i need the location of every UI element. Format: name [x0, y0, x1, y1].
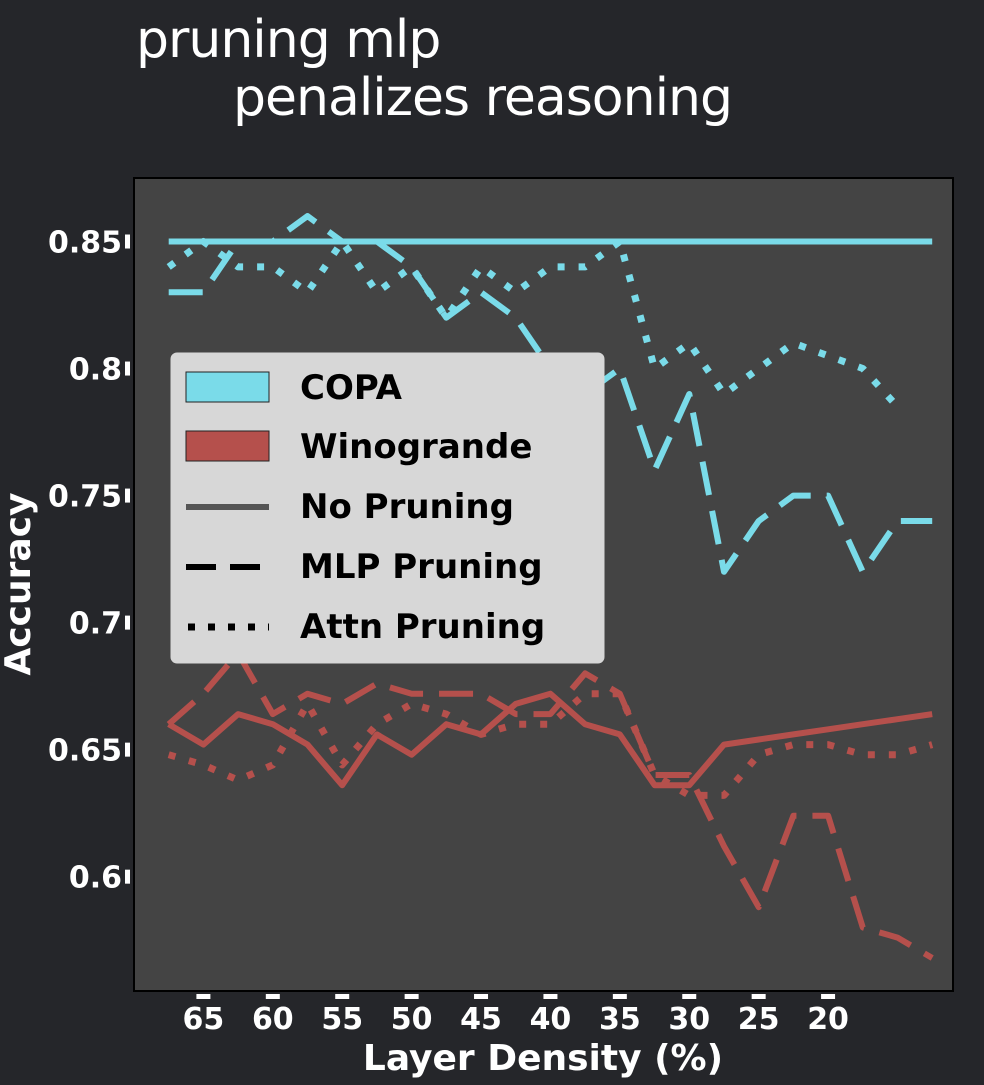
y-tick-mark	[125, 742, 130, 757]
chart-title-line-1: pruning mlp	[136, 10, 441, 70]
chart-title-line-2: penalizes reasoning	[233, 68, 733, 128]
y-tick-mark	[125, 361, 130, 376]
x-tick-label: 60	[252, 1002, 294, 1037]
y-tick-label: 0.7	[69, 607, 122, 642]
x-tick-mark	[543, 994, 558, 999]
x-tick-mark	[196, 994, 211, 999]
legend-box	[170, 352, 605, 664]
x-tick-mark	[751, 994, 766, 999]
x-tick-label: 20	[807, 1002, 849, 1037]
y-tick-mark	[125, 488, 130, 503]
x-tick-label: 25	[738, 1002, 780, 1037]
y-axis-label: Accuracy	[0, 492, 39, 675]
x-axis: 65 60 55 50 45 40 35 30 25 20	[183, 994, 849, 1037]
x-tick-label: 35	[599, 1002, 641, 1037]
x-tick-label: 45	[460, 1002, 502, 1037]
x-tick-label: 40	[530, 1002, 572, 1037]
y-tick-mark	[125, 615, 130, 630]
x-tick-mark	[682, 994, 697, 999]
y-tick-label: 0.65	[48, 734, 122, 769]
legend-label-attn-pruning: Attn Pruning	[300, 607, 545, 647]
x-tick-mark	[265, 994, 280, 999]
x-tick-mark	[474, 994, 489, 999]
legend-label-winogrande: Winogrande	[300, 427, 532, 467]
legend-swatch-copa	[185, 371, 270, 403]
legend-label-mlp-pruning: MLP Pruning	[300, 547, 543, 587]
x-tick-label: 30	[668, 1002, 710, 1037]
x-tick-mark	[335, 994, 350, 999]
series-line-winogrande-dashed	[166, 650, 934, 961]
legend-label-copa: COPA	[300, 368, 403, 408]
x-tick-mark	[404, 994, 419, 999]
x-tick-mark	[821, 994, 836, 999]
legend: COPA Winogrande No Pruning MLP Pruning A…	[170, 352, 605, 664]
legend-label-no-pruning: No Pruning	[300, 487, 514, 527]
y-axis: 0.6 0.65 0.7 0.75 0.8 0.85	[48, 226, 130, 896]
x-tick-label: 55	[321, 1002, 363, 1037]
y-tick-mark	[125, 869, 130, 884]
x-axis-label: Layer Density (%)	[363, 1038, 723, 1079]
x-tick-label: 65	[183, 1002, 225, 1037]
y-tick-label: 0.75	[48, 480, 122, 515]
series-line-winogrande-solid	[167, 690, 933, 789]
y-tick-label: 0.6	[69, 861, 122, 896]
legend-swatch-winogrande	[185, 430, 270, 462]
y-tick-mark	[125, 234, 130, 249]
y-tick-label: 0.8	[69, 353, 122, 388]
y-tick-label: 0.85	[48, 226, 122, 261]
x-tick-label: 50	[391, 1002, 433, 1037]
x-tick-mark	[612, 994, 627, 999]
